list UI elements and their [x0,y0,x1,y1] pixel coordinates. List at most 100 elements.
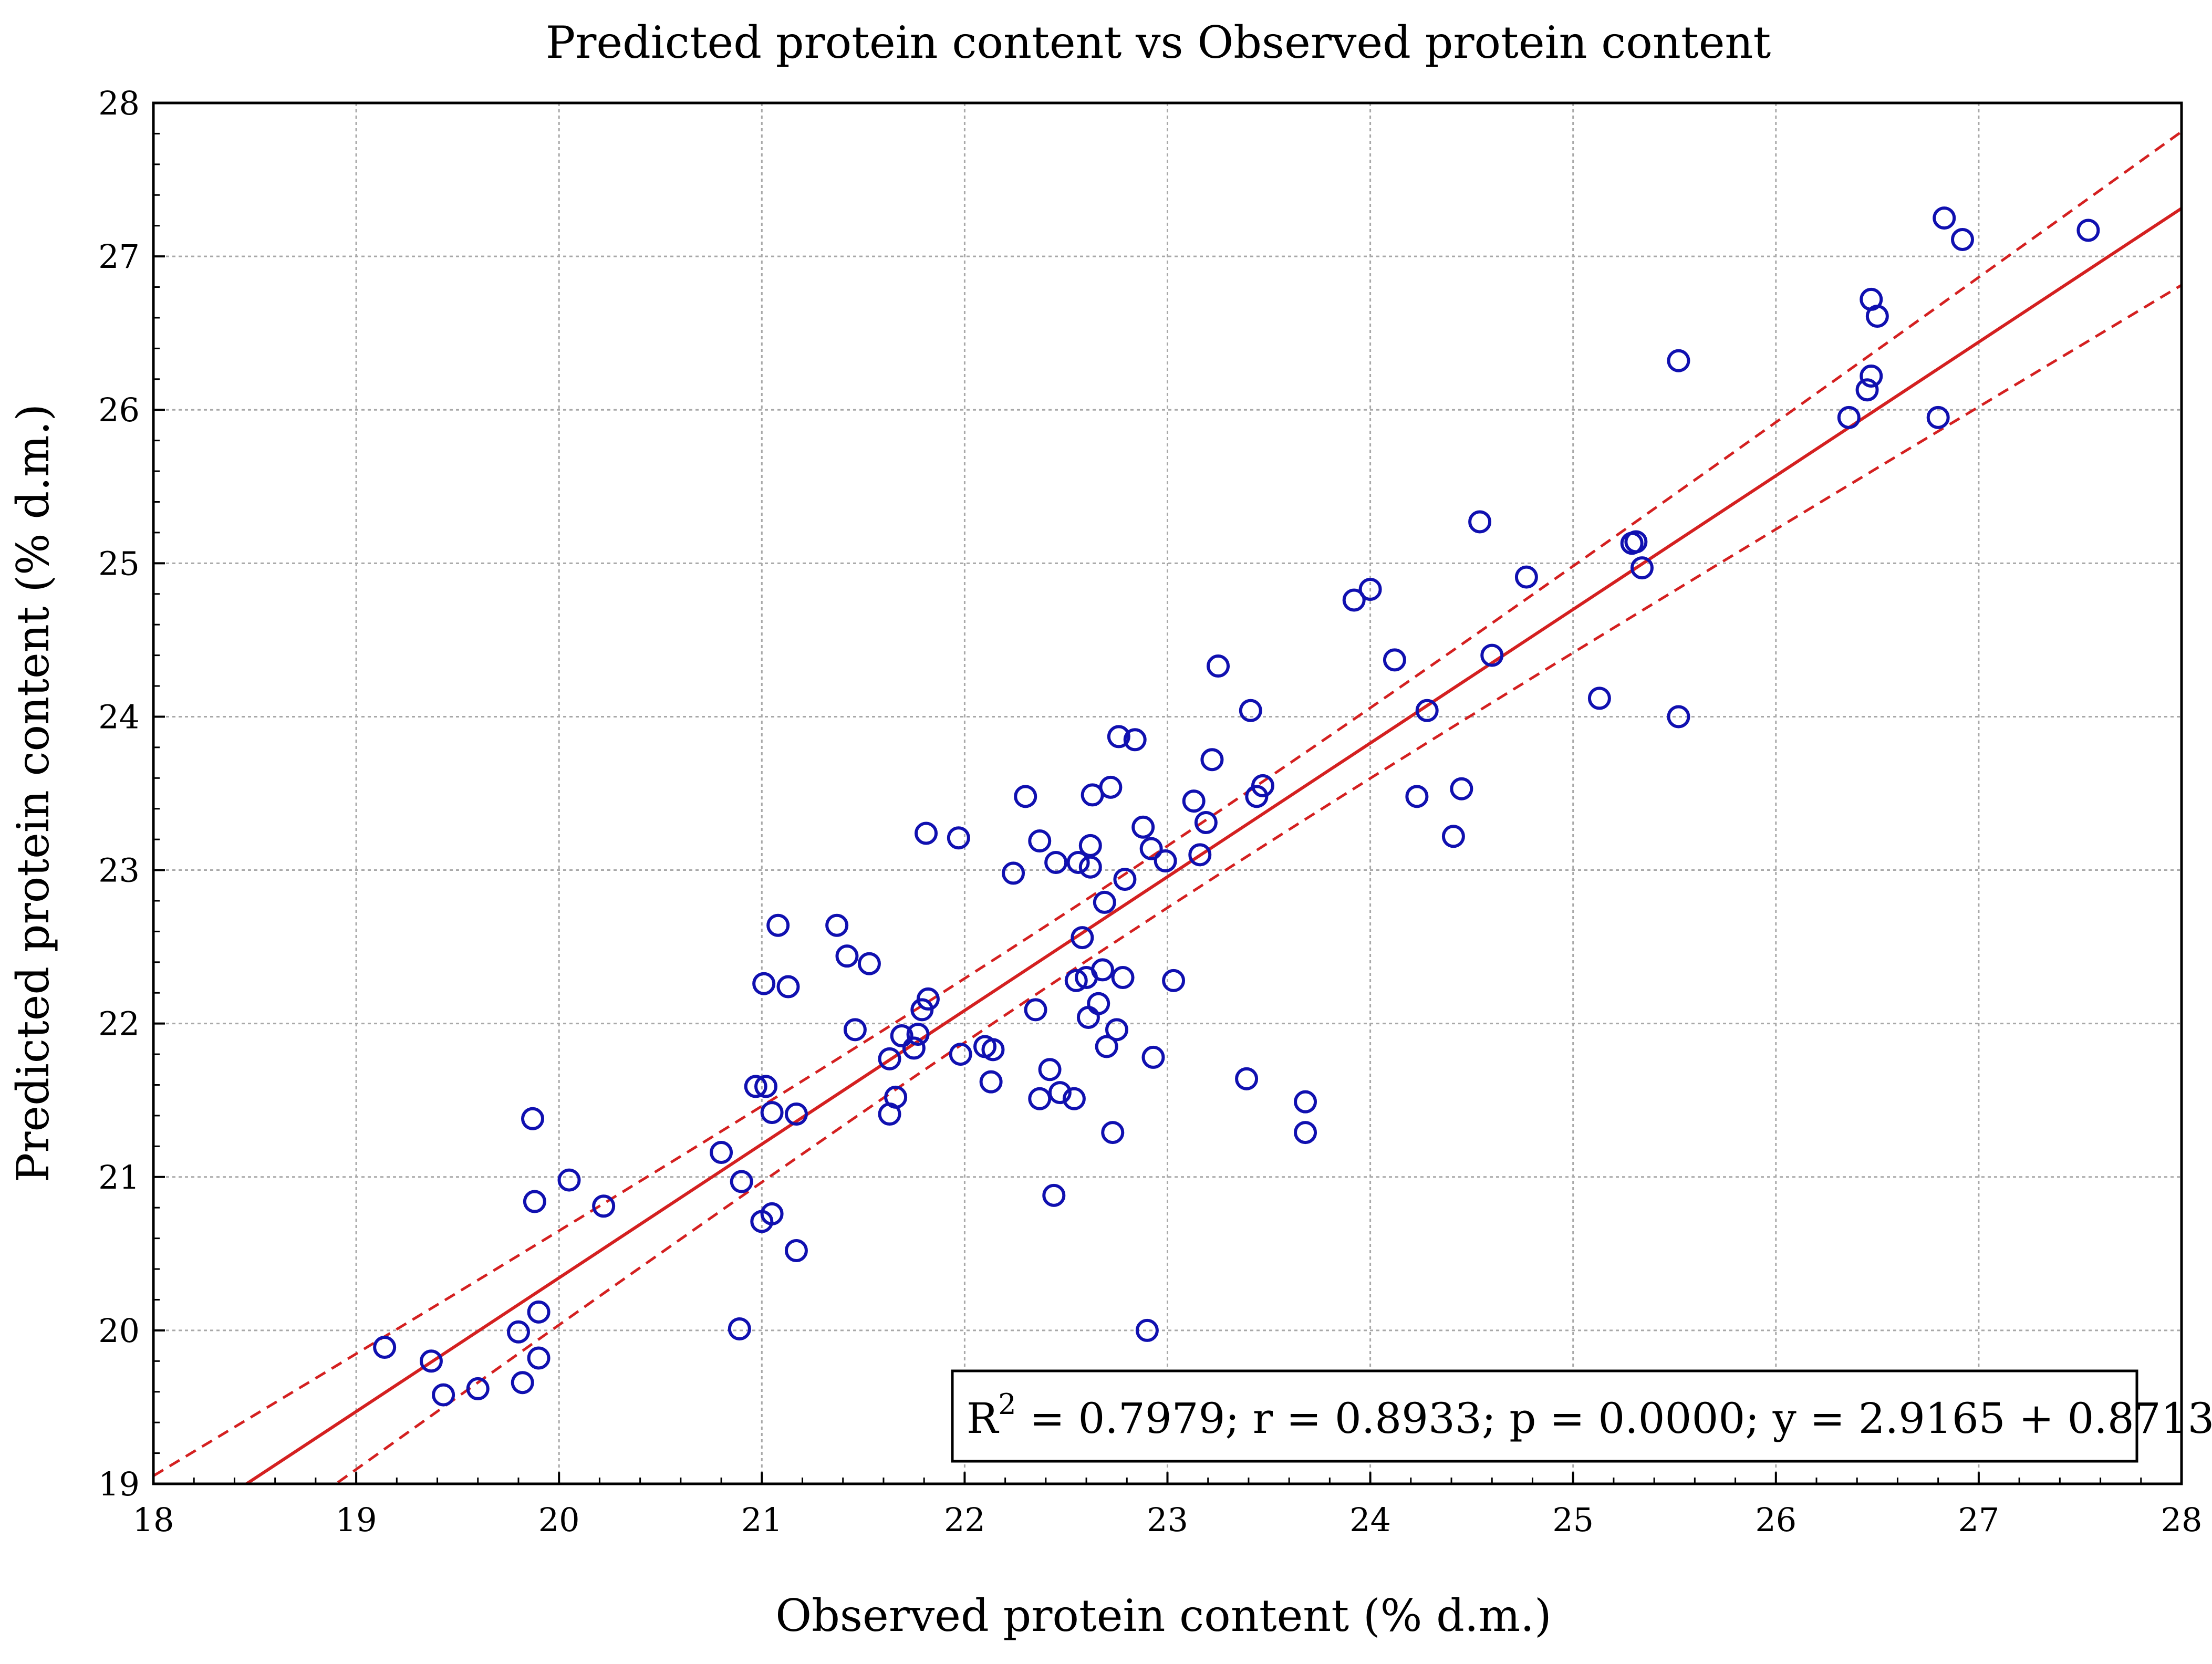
data-point-46 [1028,829,1052,853]
data-point-86 [1251,774,1274,797]
data-point-47 [1028,1087,1052,1110]
data-point-32 [890,1024,913,1048]
data-point-109 [1865,305,1889,328]
data-point-52 [1062,1087,1086,1110]
data-point-95 [1450,777,1473,800]
y-tick-label-23: 23 [98,851,140,890]
data-point-22 [776,975,800,999]
data-point-90 [1358,577,1382,601]
x-tick-label-28: 28 [2161,1501,2203,1539]
x-tick-label-20: 20 [538,1501,580,1539]
data-point-50 [1044,850,1068,874]
data-point-4 [506,1320,530,1344]
data-point-92 [1405,785,1429,808]
r2-prefix: R [967,1394,1000,1443]
data-point-73 [1135,1318,1159,1342]
y-tick-label-22: 22 [98,1005,140,1043]
x-tick-label-23: 23 [1147,1501,1188,1539]
data-point-38 [947,826,970,850]
x-tick-label-24: 24 [1349,1501,1391,1539]
data-point-97 [1480,643,1504,667]
x-tick-label-27: 27 [1958,1501,1999,1539]
y-tick-label-20: 20 [98,1312,140,1350]
y-tick-label-19: 19 [98,1465,140,1503]
y-axis-label: Predicted protein content (% d.m.) [7,404,59,1182]
x-tick-label-25: 25 [1552,1501,1594,1539]
stats-annotation-box [951,1369,2138,1463]
regression-line-group [243,207,2182,1484]
data-point-43 [1002,861,1025,885]
x-axis-label: Observed protein content (% d.m.) [775,1590,1552,1641]
data-point-70 [1113,868,1137,891]
data-point-19 [760,1202,784,1225]
data-point-89 [1342,588,1366,612]
data-point-101 [1624,530,1648,554]
data-point-74 [1139,837,1163,860]
data-point-105 [1837,405,1861,429]
data-point-66 [1101,1121,1125,1145]
chart-title: Predicted protein content vs Observed pr… [546,17,1771,68]
data-point-13 [730,1170,753,1193]
x-tick-label-22: 22 [944,1501,985,1539]
data-point-94 [1441,825,1465,848]
data-point-83 [1235,1067,1259,1090]
data-point-30 [878,1047,901,1070]
data-point-27 [843,1018,867,1042]
data-point-9 [527,1346,551,1370]
data-point-37 [916,987,940,1011]
data-point-33 [902,1036,926,1060]
data-point-63 [1093,890,1116,914]
data-point-113 [2076,219,2100,242]
data-point-104 [1667,705,1690,729]
data-point-81 [1200,748,1224,772]
data-point-75 [1141,1045,1165,1069]
data-point-45 [1024,998,1047,1022]
data-point-31 [884,1085,908,1109]
data-point-69 [1111,966,1135,990]
data-point-93 [1415,699,1439,722]
data-point-26 [835,944,859,968]
data-point-106 [1855,378,1879,402]
y-tick-label-24: 24 [98,698,140,736]
confidence-band [153,130,2182,1484]
data-point-103 [1667,349,1690,372]
data-point-54 [1066,850,1090,874]
data-point-99 [1587,687,1611,710]
x-tick-label-19: 19 [336,1501,377,1539]
confidence-band-upper [153,130,2182,1477]
y-tick-labels: 19 20 21 22 23 24 25 26 27 28 [98,84,140,1503]
data-point-55 [1071,926,1094,950]
data-point-17 [752,972,776,995]
data-point-1 [419,1349,443,1373]
data-point-71 [1123,728,1147,752]
data-point-49 [1042,1183,1066,1207]
data-point-78 [1182,789,1206,813]
data-point-2 [432,1383,455,1407]
data-point-51 [1048,1081,1072,1105]
data-point-24 [784,1239,808,1262]
data-point-48 [1038,1058,1062,1081]
stats-text: = 0.7979; r = 0.8933; p = 0.0000; y = 2.… [1016,1394,2212,1443]
data-point-7 [523,1190,546,1213]
data-point-28 [857,952,881,975]
data-point-20 [760,1101,784,1125]
stats-annotation-text: R2 = 0.7979; r = 0.8933; p = 0.0000; y =… [967,1388,2212,1443]
data-point-110 [1926,405,1950,429]
data-point-11 [592,1194,616,1218]
x-tick-labels: 18 19 20 21 22 23 24 25 26 27 28 [133,1501,2203,1539]
x-tick-label-21: 21 [741,1501,783,1539]
y-tick-label-26: 26 [98,391,140,429]
data-point-79 [1188,843,1212,867]
y-tick-label-25: 25 [98,544,140,583]
data-point-61 [1087,992,1110,1015]
data-point-14 [728,1317,751,1340]
data-point-68 [1107,725,1130,748]
data-point-65 [1099,775,1123,799]
data-point-98 [1514,565,1538,589]
y-tick-label-27: 27 [98,237,140,276]
data-point-112 [1951,227,1975,251]
data-point-10 [557,1168,581,1192]
data-point-62 [1091,958,1114,982]
x-tick-label-18: 18 [133,1501,174,1539]
